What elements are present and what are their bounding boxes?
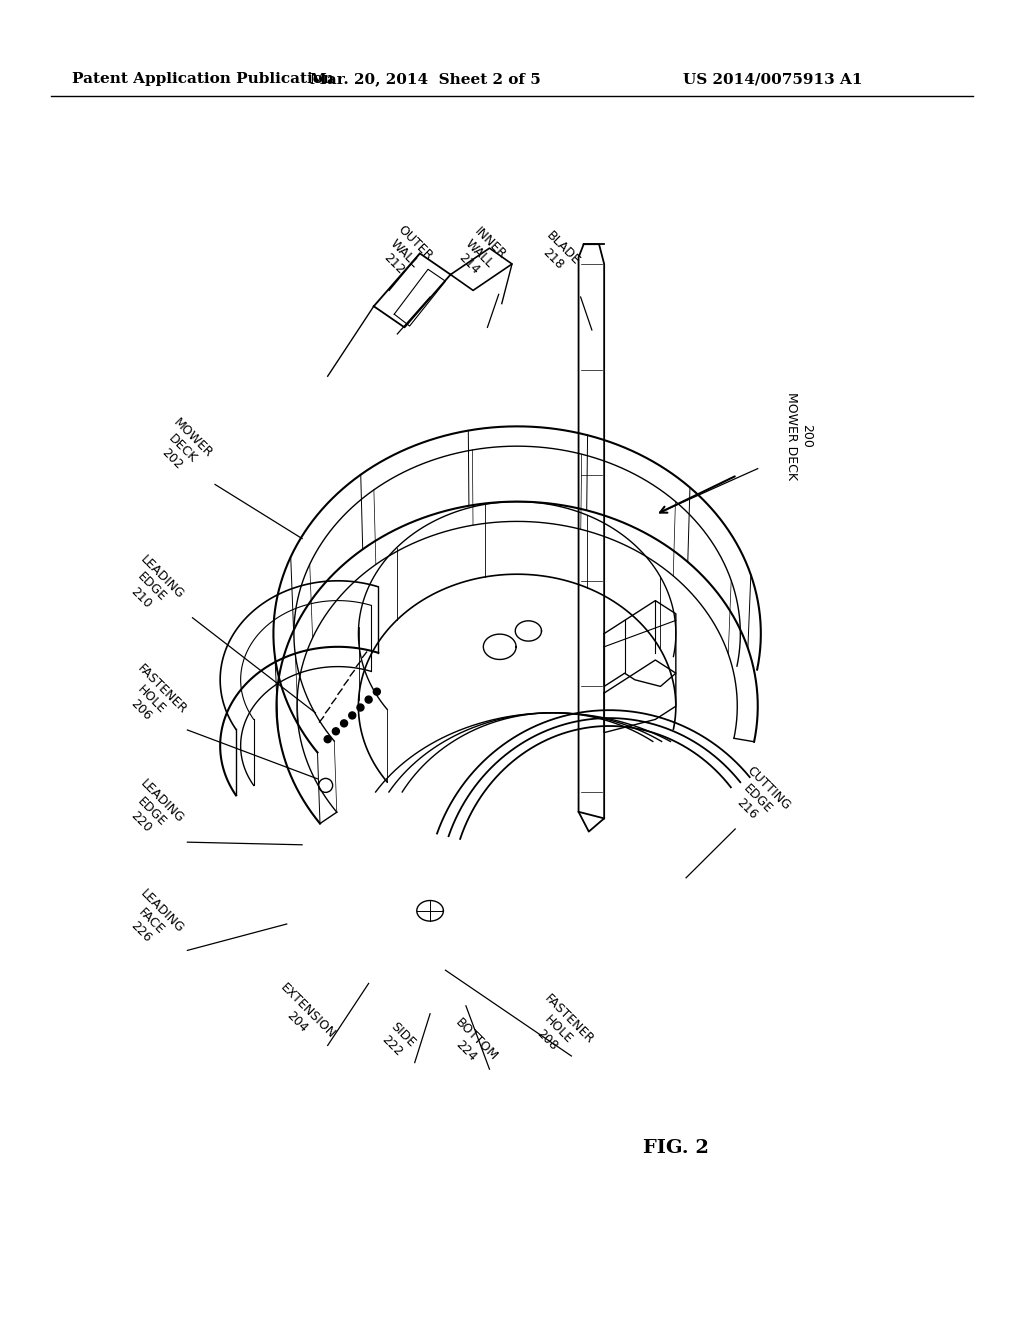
Circle shape [374, 688, 380, 696]
Text: INNER
WALL
214: INNER WALL 214 [451, 224, 508, 282]
Circle shape [341, 719, 347, 727]
Text: Patent Application Publication: Patent Application Publication [72, 73, 334, 86]
Text: FASTENER
HOLE
206: FASTENER HOLE 206 [114, 661, 189, 738]
Text: SIDE
222: SIDE 222 [377, 1020, 418, 1060]
Text: US 2014/0075913 A1: US 2014/0075913 A1 [683, 73, 863, 86]
Text: BOTTOM
224: BOTTOM 224 [442, 1016, 500, 1074]
Circle shape [366, 696, 372, 704]
Text: 200
MOWER DECK: 200 MOWER DECK [784, 392, 813, 479]
Circle shape [325, 735, 331, 743]
Text: Mar. 20, 2014  Sheet 2 of 5: Mar. 20, 2014 Sheet 2 of 5 [309, 73, 541, 86]
Text: LEADING
EDGE
220: LEADING EDGE 220 [117, 777, 186, 846]
Text: BLADE
218: BLADE 218 [534, 228, 583, 279]
Circle shape [349, 711, 355, 719]
Text: OUTER
WALL
212: OUTER WALL 212 [374, 223, 435, 284]
Text: CUTTING
EDGE
216: CUTTING EDGE 216 [723, 764, 793, 833]
Text: EXTENSION
204: EXTENSION 204 [266, 981, 338, 1052]
Text: LEADING
EDGE
210: LEADING EDGE 210 [117, 553, 186, 622]
Circle shape [333, 727, 339, 735]
Text: FASTENER
HOLE
208: FASTENER HOLE 208 [520, 991, 596, 1068]
Text: MOWER
DECK
202: MOWER DECK 202 [150, 416, 215, 482]
Circle shape [357, 704, 364, 711]
Text: FIG. 2: FIG. 2 [643, 1139, 709, 1158]
Text: LEADING
FACE
226: LEADING FACE 226 [117, 887, 186, 956]
